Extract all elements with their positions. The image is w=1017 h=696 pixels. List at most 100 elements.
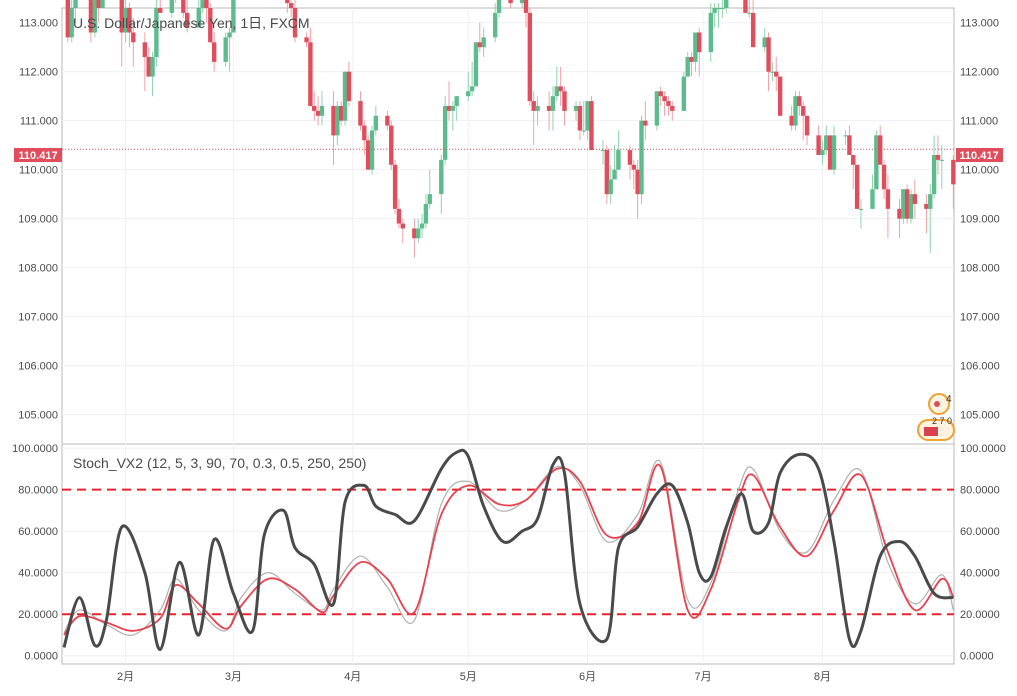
price-y-tick-right: 110.000 [960, 165, 999, 177]
candle-body [346, 71, 352, 102]
candle-body [527, 12, 533, 102]
candle-body [508, 0, 513, 4]
candle-body [131, 32, 136, 43]
candle-body [912, 194, 918, 204]
candle-body [693, 32, 698, 62]
candle-body [73, 0, 78, 8]
series-line-vx [62, 448, 954, 651]
candle-body [804, 115, 810, 136]
candle-body [496, 0, 502, 13]
candle-body [227, 32, 232, 38]
candle-body [373, 115, 379, 131]
candle-body [477, 42, 482, 48]
candle-body [423, 203, 429, 224]
candle-body [442, 105, 448, 160]
candle-body [670, 105, 675, 111]
candle-body [793, 96, 798, 126]
candle-body [100, 0, 105, 8]
price-y-tick-right: 112.000 [960, 67, 999, 79]
candle-body [123, 8, 128, 33]
series-line-k [63, 459, 954, 636]
candle-body [843, 135, 848, 137]
news-badge-count: 2 7 0 [932, 416, 952, 426]
candle-body [824, 135, 829, 151]
event-badges[interactable]: 4 2 7 0 [917, 393, 955, 441]
osc-y-tick-right: 80.0000 [960, 485, 1000, 497]
candle-body [416, 228, 421, 239]
price-y-tick-right: 108.000 [960, 263, 1000, 275]
price-y-tick-right: 105.000 [960, 410, 1000, 422]
candle-body [119, 0, 124, 33]
candle-body [466, 91, 471, 97]
grid [62, 8, 954, 664]
candle-body [747, 12, 752, 14]
x-tick-label: 7月 [695, 671, 712, 683]
candle-body [127, 8, 132, 33]
osc-y-tick-left: 20.0000 [18, 609, 58, 621]
candle-body [450, 105, 456, 111]
candle-body [96, 0, 101, 8]
x-tick-label: 8月 [814, 671, 831, 683]
osc-y-tick-left: 100.0000 [12, 443, 58, 455]
candle-body [627, 150, 633, 165]
candle-body [158, 8, 163, 13]
candle-body [816, 135, 821, 155]
candle-body [208, 8, 213, 43]
candle-body [196, 8, 201, 28]
osc-y-tick-right: 20.0000 [960, 609, 1000, 621]
price-y-tick-left: 107.000 [18, 312, 58, 324]
candle-body [315, 110, 321, 116]
candle-body [412, 228, 417, 239]
candle-body [392, 164, 398, 209]
price-y-tick-right: 106.000 [960, 361, 1000, 373]
price-y-tick-left: 109.000 [18, 214, 58, 226]
x-tick-label: 4月 [344, 671, 361, 683]
candle-body [396, 208, 402, 224]
candle-body [550, 96, 556, 111]
candle-body [204, 0, 209, 8]
candle-body [631, 164, 636, 170]
flag-icon [924, 427, 938, 436]
x-tick-label: 2月 [117, 671, 134, 683]
candle-body [874, 135, 879, 190]
osc-y-tick-left: 0.0000 [24, 651, 58, 663]
candle-body [150, 56, 155, 77]
candle-body [439, 159, 444, 195]
candle-body [304, 37, 309, 43]
candle-body [69, 8, 74, 38]
candle-body [335, 105, 340, 136]
candle-body [365, 140, 371, 170]
osc-y-tick-right: 100.0000 [960, 443, 1006, 455]
osc-y-tick-right: 0.0000 [960, 651, 994, 663]
candle-body [901, 189, 906, 219]
candle-body [400, 223, 405, 229]
candle-body [801, 105, 806, 116]
candle-body [312, 105, 317, 111]
candle-body [531, 101, 536, 111]
x-tick-label: 3月 [225, 671, 242, 683]
candle-body [831, 135, 837, 170]
osc-y-tick-right: 40.0000 [960, 568, 1000, 580]
candle-body [362, 125, 367, 141]
event-dot-icon [934, 401, 940, 407]
candle-body [285, 0, 290, 4]
candle-body [589, 101, 594, 151]
candle-body [558, 86, 563, 92]
price-y-tick-right: 107.000 [960, 312, 1000, 324]
oscillator-title: Stoch_VX2 (12, 5, 3, 90, 70, 0.3, 0.5, 2… [73, 455, 366, 471]
price-y-tick-left: 106.000 [18, 361, 58, 373]
event-badge-count: 4 [946, 394, 952, 405]
candle-body [658, 91, 663, 97]
price-chart-title: U.S. Dollar/Japanese Yen, 1日, FXCM [73, 15, 310, 31]
price-y-tick-left: 108.000 [18, 263, 58, 275]
candle-body [200, 0, 205, 8]
candle-body [743, 0, 748, 13]
candle-body [358, 101, 363, 126]
price-chart [62, 0, 956, 258]
candle-body [712, 8, 717, 13]
last-price-right-bg [956, 148, 1003, 162]
candle-body [608, 179, 613, 195]
x-tick-label: 6月 [579, 671, 596, 683]
axes: 2月 3月 4月 5月 6月 7月 8月 113.000 113.000 112.000 112.0… [12, 18, 1006, 683]
